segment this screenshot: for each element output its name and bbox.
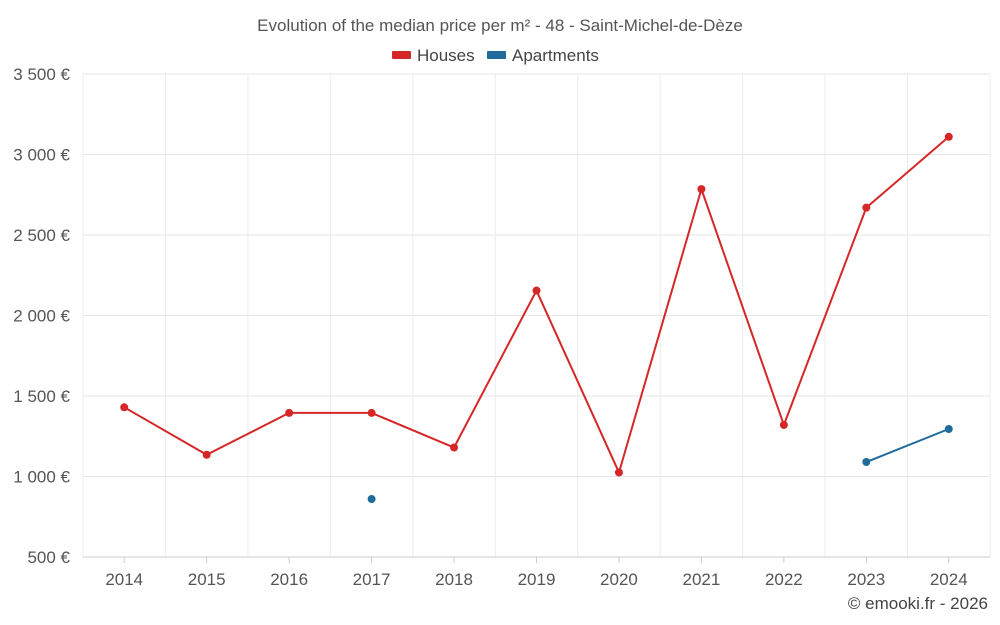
- x-tick-label: 2014: [105, 570, 143, 589]
- legend-item-houses[interactable]: Houses: [392, 46, 475, 65]
- series-apartments: [367, 425, 953, 504]
- data-point-houses[interactable]: [697, 185, 706, 194]
- credit-text: © emooki.fr - 2026: [848, 594, 988, 613]
- chart-title: Evolution of the median price per m² - 4…: [257, 16, 743, 35]
- x-tick-label: 2016: [270, 570, 308, 589]
- x-tick-label: 2018: [435, 570, 473, 589]
- legend: Houses Apartments: [392, 46, 599, 65]
- y-tick-label: 3 000 €: [13, 146, 70, 165]
- x-tick-label: 2017: [353, 570, 391, 589]
- x-tick-label: 2023: [847, 570, 885, 589]
- legend-label-apartments: Apartments: [512, 46, 599, 65]
- legend-label-houses: Houses: [417, 46, 475, 65]
- x-axis: 2014 2015 2016 2017 2018 2019 2020 2021 2022 2023…: [83, 556, 990, 589]
- x-tick-label: 2019: [518, 570, 556, 589]
- series-layer: [120, 132, 953, 504]
- data-point-houses[interactable]: [450, 443, 459, 452]
- data-point-houses[interactable]: [862, 203, 871, 212]
- x-tick-label: 2015: [188, 570, 226, 589]
- x-tick-label: 2021: [682, 570, 720, 589]
- y-tick-label: 2 000 €: [13, 307, 70, 326]
- data-point-houses[interactable]: [532, 286, 541, 295]
- data-point-apartments[interactable]: [367, 495, 376, 504]
- data-point-apartments[interactable]: [862, 458, 871, 467]
- y-tick-label: 2 500 €: [13, 226, 70, 245]
- y-tick-label: 3 500 €: [13, 65, 70, 84]
- data-point-houses[interactable]: [285, 408, 294, 417]
- data-point-houses[interactable]: [614, 468, 623, 477]
- data-point-houses[interactable]: [202, 450, 211, 459]
- x-tick-label: 2022: [765, 570, 803, 589]
- data-point-houses[interactable]: [779, 420, 788, 429]
- y-tick-label: 1 000 €: [13, 468, 70, 487]
- series-line-apartments: [865, 428, 950, 463]
- legend-item-apartments[interactable]: Apartments: [487, 46, 599, 65]
- data-point-houses[interactable]: [367, 408, 376, 417]
- grid: [82, 73, 991, 558]
- legend-swatch-houses: [392, 51, 411, 59]
- y-tick-label: 1 500 €: [13, 387, 70, 406]
- y-axis: 500 € 1 000 € 1 500 € 2 000 € 2 500 € 3 000 €…: [13, 65, 70, 567]
- legend-swatch-apartments: [487, 51, 506, 59]
- series-houses: [120, 132, 953, 477]
- data-point-houses[interactable]: [120, 403, 129, 412]
- data-point-houses[interactable]: [944, 132, 953, 141]
- data-point-apartments[interactable]: [944, 425, 953, 434]
- x-tick-label: 2024: [930, 570, 968, 589]
- y-tick-label: 500 €: [27, 548, 70, 567]
- x-tick-label: 2020: [600, 570, 638, 589]
